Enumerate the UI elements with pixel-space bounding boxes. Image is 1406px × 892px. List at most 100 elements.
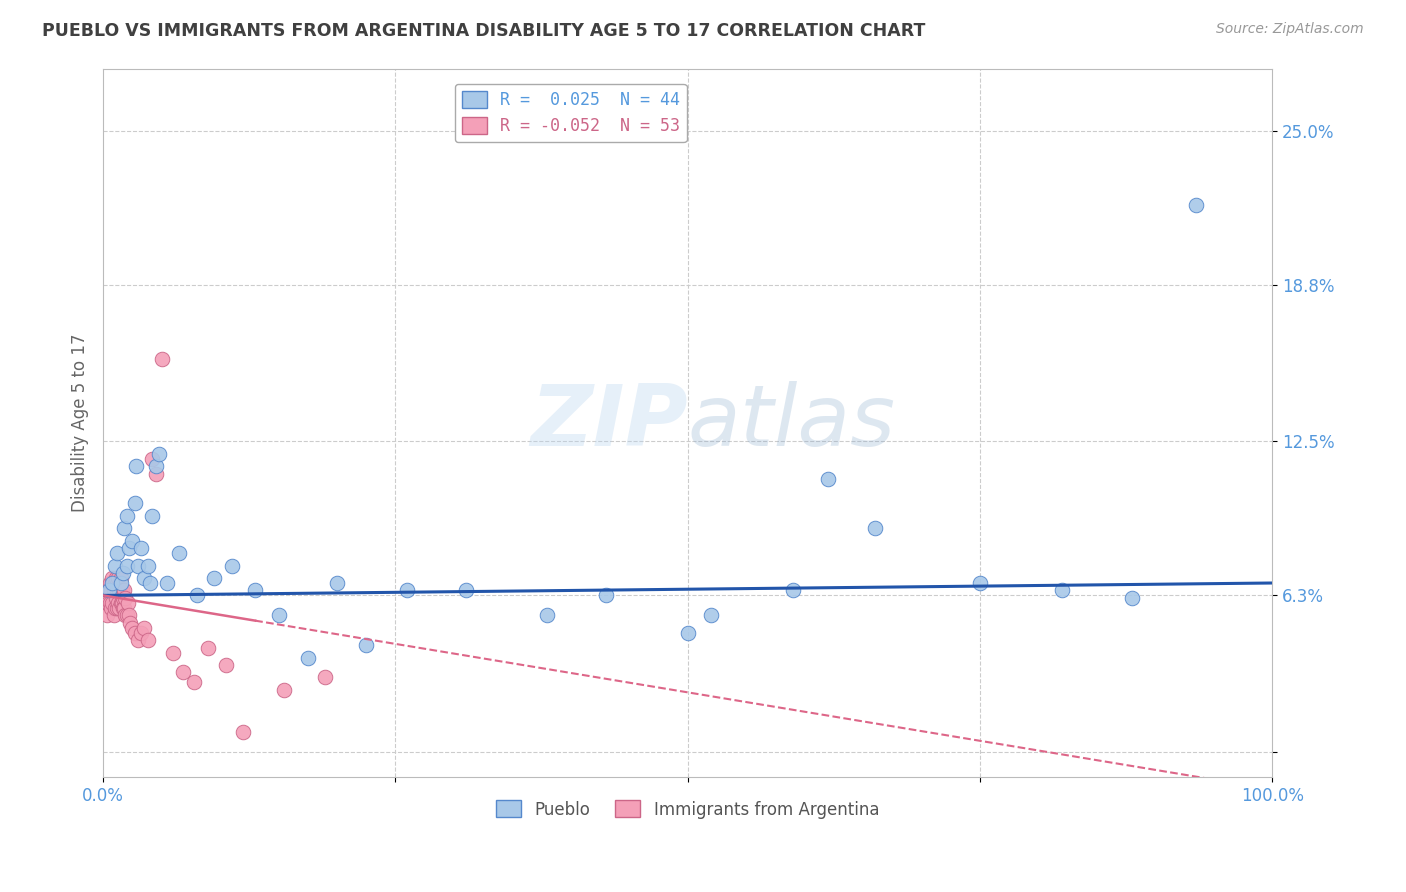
Point xyxy=(136,558,159,573)
Point xyxy=(1121,591,1143,605)
Point xyxy=(107,596,129,610)
Point xyxy=(110,596,132,610)
Point xyxy=(1050,583,1073,598)
Point xyxy=(118,615,141,630)
Point xyxy=(817,472,839,486)
Point xyxy=(118,541,141,556)
Point xyxy=(141,451,163,466)
Point xyxy=(863,521,886,535)
Point xyxy=(202,571,225,585)
Legend: Pueblo, Immigrants from Argentina: Pueblo, Immigrants from Argentina xyxy=(489,794,886,825)
Point xyxy=(700,608,723,623)
Point xyxy=(105,583,128,598)
Point xyxy=(94,591,117,605)
Point xyxy=(103,608,125,623)
Y-axis label: Disability Age 5 to 17: Disability Age 5 to 17 xyxy=(72,334,89,512)
Point xyxy=(536,608,558,623)
Point xyxy=(107,571,129,585)
Point xyxy=(112,600,135,615)
Point xyxy=(104,591,127,605)
Point xyxy=(326,576,349,591)
Point xyxy=(115,558,138,573)
Point xyxy=(118,608,141,623)
Point xyxy=(101,571,124,585)
Point xyxy=(103,583,125,598)
Point xyxy=(112,521,135,535)
Point xyxy=(100,583,122,598)
Point xyxy=(111,596,134,610)
Point xyxy=(121,621,143,635)
Point xyxy=(354,638,377,652)
Point xyxy=(145,467,167,481)
Point xyxy=(595,589,617,603)
Point xyxy=(124,625,146,640)
Point xyxy=(110,571,132,585)
Point xyxy=(111,583,134,598)
Point xyxy=(124,496,146,510)
Point xyxy=(111,566,134,580)
Point xyxy=(172,665,194,680)
Point xyxy=(183,675,205,690)
Point xyxy=(115,608,138,623)
Point xyxy=(162,646,184,660)
Point xyxy=(105,600,128,615)
Point xyxy=(101,576,124,591)
Point xyxy=(267,608,290,623)
Point xyxy=(186,589,208,603)
Text: PUEBLO VS IMMIGRANTS FROM ARGENTINA DISABILITY AGE 5 TO 17 CORRELATION CHART: PUEBLO VS IMMIGRANTS FROM ARGENTINA DISA… xyxy=(42,22,925,40)
Point xyxy=(148,447,170,461)
Point xyxy=(1185,198,1208,212)
Point xyxy=(98,576,121,591)
Point xyxy=(132,621,155,635)
Point xyxy=(145,459,167,474)
Point xyxy=(132,571,155,585)
Point xyxy=(297,650,319,665)
Point xyxy=(150,352,173,367)
Point xyxy=(127,633,149,648)
Point xyxy=(96,608,118,623)
Point xyxy=(105,546,128,560)
Point xyxy=(139,576,162,591)
Point xyxy=(98,583,121,598)
Point xyxy=(314,670,336,684)
Text: Source: ZipAtlas.com: Source: ZipAtlas.com xyxy=(1216,22,1364,37)
Point xyxy=(121,533,143,548)
Point xyxy=(115,508,138,523)
Point xyxy=(273,682,295,697)
Point xyxy=(104,600,127,615)
Point xyxy=(104,558,127,573)
Point xyxy=(114,591,136,605)
Point xyxy=(243,583,266,598)
Point xyxy=(129,625,152,640)
Point xyxy=(215,658,238,673)
Point xyxy=(167,546,190,560)
Point xyxy=(114,608,136,623)
Point xyxy=(396,583,419,598)
Point xyxy=(141,508,163,523)
Point xyxy=(125,459,148,474)
Point xyxy=(108,583,131,598)
Point xyxy=(969,576,991,591)
Point xyxy=(136,633,159,648)
Point xyxy=(221,558,243,573)
Point xyxy=(110,576,132,591)
Point xyxy=(104,576,127,591)
Point xyxy=(100,600,122,615)
Point xyxy=(111,591,134,605)
Point xyxy=(676,625,699,640)
Point xyxy=(111,600,134,615)
Point xyxy=(232,725,254,739)
Point xyxy=(129,541,152,556)
Point xyxy=(454,583,477,598)
Point xyxy=(156,576,179,591)
Point xyxy=(112,583,135,598)
Point xyxy=(108,600,131,615)
Point xyxy=(98,583,121,598)
Point xyxy=(104,571,127,585)
Point xyxy=(101,596,124,610)
Point xyxy=(127,558,149,573)
Point xyxy=(117,596,139,610)
Text: atlas: atlas xyxy=(688,381,896,464)
Point xyxy=(97,596,120,610)
Text: ZIP: ZIP xyxy=(530,381,688,464)
